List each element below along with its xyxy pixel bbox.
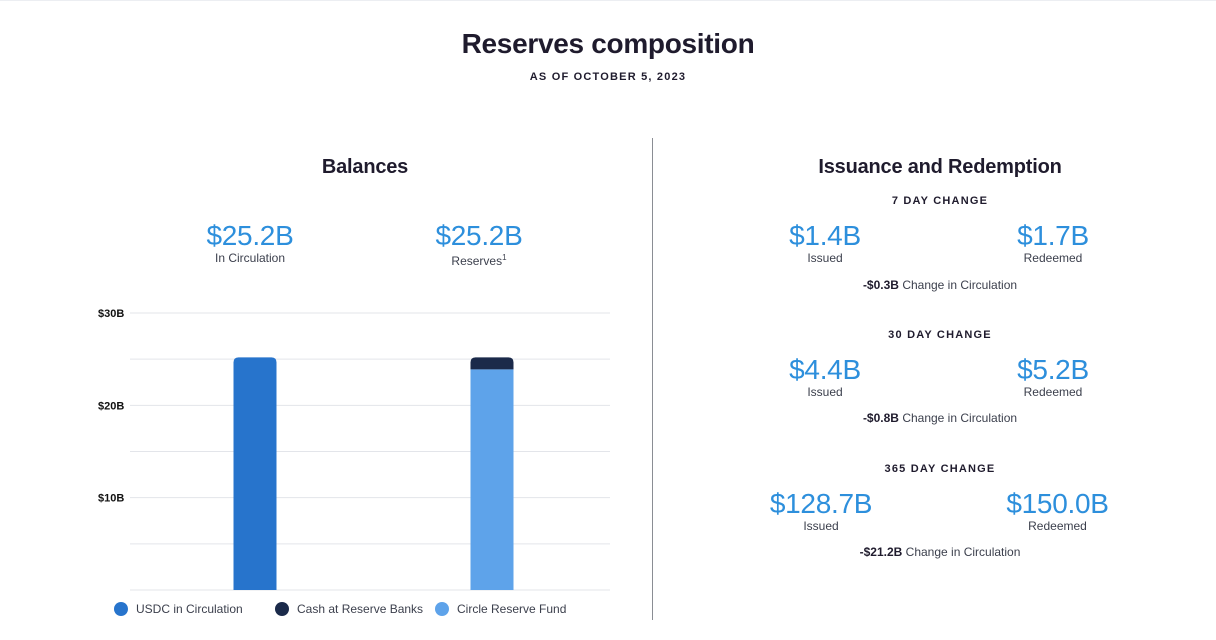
issued-stat-7d: $1.4B Issued xyxy=(765,220,885,266)
redeemed-value-30d: $5.2B xyxy=(1017,354,1089,385)
change-line-365d: -$21.2B Change in Circulation xyxy=(740,545,1140,559)
redeemed-label-7d: Redeemed xyxy=(1023,251,1083,265)
page-title: Reserves composition xyxy=(461,28,755,59)
reserves-stat: $25.2B Reserves1 xyxy=(399,220,559,269)
change-label-7d: Change in Circulation xyxy=(902,278,1018,292)
issued-stat-365d: $128.7B Issued xyxy=(751,488,891,534)
change-heading-365d: 365 DAY CHANGE xyxy=(884,463,996,475)
in-circulation-stat: $25.2B In Circulation xyxy=(170,220,330,266)
change-line-30d: -$0.8B Change in Circulation xyxy=(740,411,1140,425)
change-label-365d: Change in Circulation xyxy=(905,545,1021,559)
legend-fund-label: Circle Reserve Fund xyxy=(457,602,567,616)
change-line-7d: -$0.3B Change in Circulation xyxy=(740,278,1140,292)
reserves-value: $25.2B xyxy=(435,220,523,251)
in-circulation-value: $25.2B xyxy=(206,220,294,251)
redeemed-stat-365d: $150.0B Redeemed xyxy=(985,488,1130,534)
change-value-365d: -$21.2B xyxy=(859,545,903,559)
bar-1-circle-reserve-fund xyxy=(470,369,514,590)
issued-value-365d: $128.7B xyxy=(769,488,873,519)
legend-cash-label: Cash at Reserve Banks xyxy=(297,602,424,616)
legend-cash[interactable]: Cash at Reserve Banks xyxy=(275,602,423,616)
reserves-label-wrap: Reserves1 xyxy=(399,251,559,268)
y-tick-label: $20B xyxy=(98,400,124,412)
redeemed-label-30d: Redeemed xyxy=(1023,385,1083,399)
balances-title: Balances xyxy=(321,156,409,178)
change-heading-30d: 30 DAY CHANGE xyxy=(888,329,992,341)
issued-stat-30d: $4.4B Issued xyxy=(765,354,885,400)
y-tick-label: $10B xyxy=(98,493,124,505)
legend-cash-swatch xyxy=(275,602,289,616)
legend-fund-swatch xyxy=(435,602,449,616)
y-tick-label: $30B xyxy=(98,308,124,320)
issued-label-7d: Issued xyxy=(807,251,843,265)
balances-chart: $10B $20B $30B xyxy=(98,308,610,591)
section-divider xyxy=(652,138,653,620)
redeemed-stat-7d: $1.7B Redeemed xyxy=(993,220,1113,266)
legend-usdc[interactable]: USDC in Circulation xyxy=(114,602,243,616)
legend-usdc-swatch xyxy=(114,602,128,616)
issued-value-30d: $4.4B xyxy=(789,354,861,385)
redeemed-stat-30d: $5.2B Redeemed xyxy=(993,354,1113,400)
issued-label-30d: Issued xyxy=(807,385,843,399)
redeemed-value-7d: $1.7B xyxy=(1017,220,1089,251)
reserves-label: Reserves xyxy=(451,254,503,268)
change-value-30d: -$0.8B xyxy=(862,411,899,425)
issuance-title: Issuance and Redemption xyxy=(818,156,1062,178)
change-label-30d: Change in Circulation xyxy=(902,411,1018,425)
legend-usdc-label: USDC in Circulation xyxy=(136,602,243,616)
redeemed-label-365d: Redeemed xyxy=(1028,519,1087,533)
change-value-7d: -$0.3B xyxy=(862,278,899,292)
top-border xyxy=(0,0,1216,1)
page-subtitle: AS OF OCTOBER 5, 2023 xyxy=(529,71,687,83)
in-circulation-label: In Circulation xyxy=(214,251,286,265)
legend-fund[interactable]: Circle Reserve Fund xyxy=(435,602,566,616)
bar-1-cash-at-reserve-banks xyxy=(470,357,514,370)
change-heading-7d: 7 DAY CHANGE xyxy=(891,195,989,207)
issued-label-365d: Issued xyxy=(803,519,839,533)
bar-0-usdc-in-circulation xyxy=(233,357,277,590)
reserves-footnote[interactable]: 1 xyxy=(502,253,507,262)
redeemed-value-365d: $150.0B xyxy=(1006,488,1109,519)
issued-value-7d: $1.4B xyxy=(789,220,861,251)
